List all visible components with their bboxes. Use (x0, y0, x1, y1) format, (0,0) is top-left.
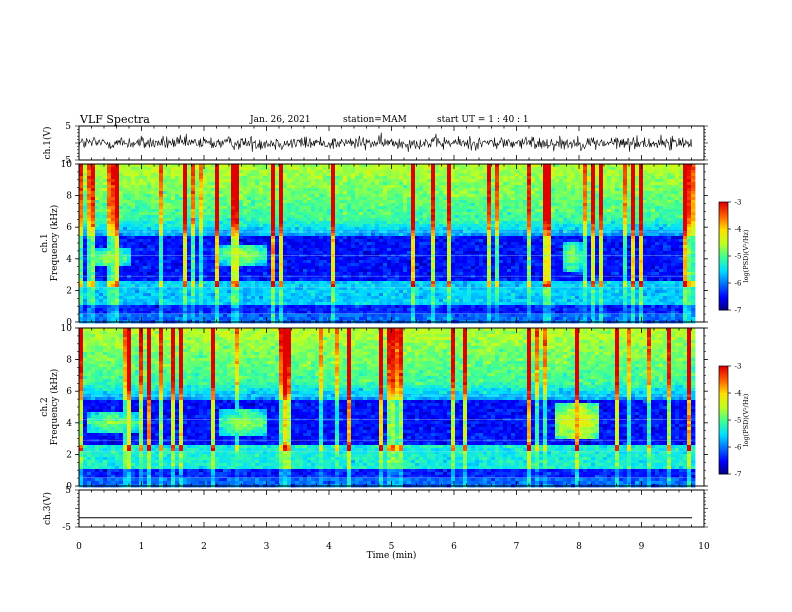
sp1-ytick: 2 (66, 286, 72, 296)
xaxis-label: Time (min) (367, 550, 417, 561)
colorbar-ch1 (718, 201, 731, 311)
xtick-label: 4 (326, 542, 332, 552)
colorbar-ch2-tick: -3 (735, 363, 742, 371)
sp2-ytick: 4 (66, 419, 72, 429)
sp2-ytick: 8 (66, 356, 72, 366)
xtick-label: 6 (451, 542, 457, 552)
colorbar-ch2-tick: -7 (735, 471, 742, 479)
sp2-ytick: 6 (66, 387, 72, 397)
ch1-ytick: -5 (62, 156, 71, 166)
xtick-label: 10 (698, 542, 710, 552)
ch1-waveform-panel (78, 125, 705, 161)
colorbar-ch1-tick: -4 (735, 226, 742, 234)
xtick-label: 8 (576, 542, 582, 552)
start-ut-label: start UT = 1 : 40 : 1 (437, 115, 529, 125)
ch3-waveform-panel-ticks (78, 490, 705, 527)
ch3-ylabel: ch.3(V) (42, 492, 53, 525)
sp2-ytick: 2 (66, 450, 72, 460)
sp1-ytick: 6 (66, 223, 72, 233)
ch3-ytick: 5 (65, 486, 71, 496)
figure-title: VLF Spectra (80, 113, 150, 126)
colorbar-ch1-label: log(PSD)(V²/Hz) (742, 229, 750, 282)
sp1-ytick: 4 (66, 255, 72, 265)
ch1-ytick: 5 (65, 122, 71, 132)
ch1-ylabel: ch.1(V) (42, 127, 53, 160)
colorbar-ch2 (718, 365, 731, 475)
sp1-ytick: 10 (61, 160, 73, 170)
ch1-spectrogram-panel-ticks (78, 164, 705, 322)
ch1-waveform-trace (78, 132, 693, 153)
ch1-waveform-line (78, 132, 693, 153)
sp2-ytick: 0 (66, 482, 72, 492)
ch1-waveform-panel-ticks (78, 126, 705, 160)
sp1-ylabel: ch.1Frequency (kHz) (40, 205, 60, 282)
xtick-label: 9 (639, 542, 645, 552)
ch3-waveform-panel (78, 489, 705, 528)
station-label: station=MAM (343, 115, 407, 125)
sp2-ytick: 10 (61, 324, 73, 334)
xtick-label: 7 (514, 542, 520, 552)
colorbar-ch2-tick: -4 (735, 390, 742, 398)
xtick-label: 2 (201, 542, 207, 552)
colorbar-ch1-tick: -6 (735, 280, 742, 288)
colorbar-ch1-tick: -3 (735, 199, 742, 207)
sp2-ylabel: ch.2Frequency (kHz) (40, 369, 60, 446)
xtick-label: 1 (139, 542, 145, 552)
xtick-label: 5 (389, 542, 395, 552)
ch2-spectrogram-panel-ticks (78, 328, 705, 486)
colorbar-ch2-tick: -5 (735, 417, 742, 425)
colorbar-ch1-tick: -5 (735, 253, 742, 261)
colorbar-ch2-tick: -6 (735, 444, 742, 452)
xtick-label: 0 (76, 542, 82, 552)
spectrogram-ch2 (79, 328, 696, 488)
sp1-ytick: 8 (66, 192, 72, 202)
colorbar-ch1-tick: -7 (735, 307, 742, 315)
colorbar-ch2-label: log(PSD)(V²/Hz) (742, 393, 750, 446)
date-label: Jan. 26, 2021 (250, 115, 311, 125)
xtick-label: 3 (264, 542, 270, 552)
spectrogram-ch1 (79, 164, 696, 324)
sp1-ytick: 0 (66, 318, 72, 328)
ch3-ytick: -5 (62, 523, 71, 533)
